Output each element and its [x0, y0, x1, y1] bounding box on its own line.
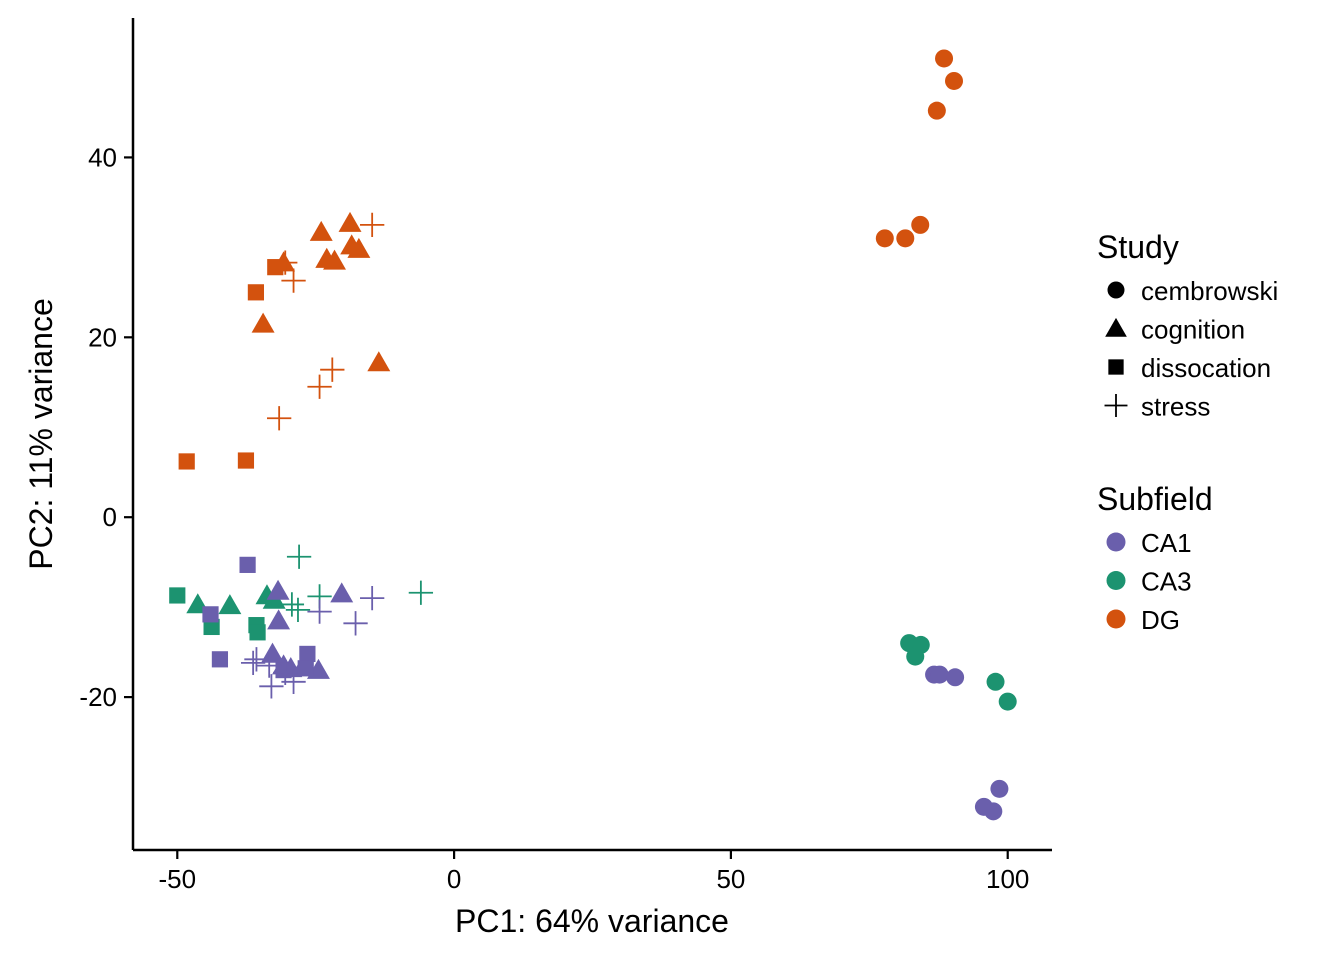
data-point-stress-dg [273, 250, 298, 275]
data-point-dissocation-ca1 [202, 606, 219, 623]
data-point-cembrowski-ca3 [906, 647, 925, 666]
data-point-cognition-dg [309, 220, 333, 241]
data-point-cembrowski-dg [935, 49, 954, 68]
data-point-stress-ca1 [240, 650, 266, 676]
data-point-cognition-ca1 [330, 582, 354, 603]
data-point-cembrowski-ca1 [984, 802, 1003, 821]
data-point-stress-ca3 [286, 544, 312, 569]
y-tick-label: 40 [88, 142, 117, 172]
data-point-stress-dg [267, 406, 292, 431]
y-axis-title: PC2: 11% variance [23, 298, 59, 570]
data-point-stress-ca1 [244, 647, 269, 672]
legend-key-dissocation [1108, 359, 1124, 375]
data-point-stress-ca3 [408, 580, 434, 605]
data-point-cembrowski-ca1 [946, 668, 965, 687]
legend-label-dg: DG [1141, 605, 1180, 635]
data-point-stress-dg [281, 268, 306, 293]
data-point-stress-ca1 [307, 599, 332, 624]
legend-label-ca3: CA3 [1141, 567, 1192, 597]
y-tick-label: 0 [103, 502, 117, 532]
data-point-stress-dg [307, 374, 332, 399]
data-point-dissocation-dg [247, 284, 265, 301]
data-point-dissocation-ca3 [249, 624, 266, 641]
legend-label-ca1: CA1 [1141, 528, 1192, 558]
data-point-cembrowski-dg [927, 101, 946, 120]
legend-label-cembrowski: cembrowski [1141, 276, 1278, 306]
x-tick-label: -50 [159, 864, 197, 894]
data-point-stress-dg [320, 357, 345, 382]
data-point-dissocation-dg [237, 452, 255, 469]
x-tick-label: 0 [447, 864, 461, 894]
data-point-cognition-ca1 [261, 642, 284, 663]
data-point-stress-ca1 [257, 653, 282, 678]
data-point-cembrowski-ca3 [998, 692, 1017, 711]
legend-color-title: Subfield [1097, 481, 1213, 517]
data-point-cognition-dg [367, 351, 391, 372]
data-point-cembrowski-ca3 [986, 672, 1005, 691]
legend: Study cembrowski cognition dissocation stre… [1097, 229, 1278, 635]
legend-key-ca1 [1106, 532, 1126, 552]
legend-key-stress [1104, 394, 1128, 417]
data-point-dissocation-ca3 [203, 618, 220, 636]
legend-label-stress: stress [1141, 392, 1210, 422]
legend-label-cognition: cognition [1141, 315, 1245, 345]
y-axis-ticks: -20 0 20 40 [79, 142, 133, 712]
data-point-stress-ca1 [343, 611, 368, 636]
data-point-dissocation-dg [267, 259, 284, 276]
x-axis-ticks: -50 0 50 100 [159, 850, 1029, 894]
data-point-dissocation-ca1 [299, 645, 316, 663]
x-tick-label: 50 [716, 864, 745, 894]
y-tick-label: 20 [88, 322, 117, 352]
data-point-cembrowski-dg [911, 215, 930, 234]
legend-shape-title: Study [1097, 229, 1179, 265]
legend-label-dissocation: dissocation [1141, 353, 1271, 383]
data-point-cognition-dg [251, 312, 275, 333]
data-point-stress-dg [360, 212, 385, 238]
data-point-cognition-dg [323, 249, 346, 270]
data-point-dissocation-ca3 [169, 587, 186, 604]
data-point-cembrowski-ca1 [990, 779, 1009, 798]
points-layer [169, 49, 1017, 821]
legend-shape-entries: cembrowski cognition dissocation stress [1104, 276, 1278, 422]
data-point-cognition-dg [338, 211, 362, 232]
data-point-dissocation-ca1 [211, 651, 229, 668]
legend-key-ca3 [1106, 571, 1126, 590]
data-point-dissocation-ca1 [297, 660, 314, 677]
data-point-stress-ca3 [279, 592, 305, 617]
data-point-stress-ca1 [259, 674, 284, 699]
data-point-stress-ca3 [285, 597, 311, 622]
data-point-stress-ca1 [360, 586, 385, 611]
legend-key-cembrowski [1107, 281, 1125, 299]
data-point-dissocation-ca1 [275, 662, 292, 679]
data-point-cognition-ca3 [218, 594, 242, 615]
data-point-cognition-ca1 [267, 609, 291, 630]
data-point-cembrowski-ca1 [930, 665, 949, 684]
y-tick-label: -20 [79, 682, 117, 712]
legend-key-dg [1106, 609, 1126, 629]
data-point-cognition-ca1 [266, 579, 290, 600]
data-point-cognition-dg [347, 237, 371, 258]
data-point-cembrowski-dg [896, 229, 915, 248]
data-point-dissocation-ca1 [239, 556, 256, 573]
data-point-cembrowski-dg [875, 229, 894, 248]
data-point-stress-ca1 [281, 669, 306, 694]
x-tick-label: 100 [986, 864, 1029, 894]
legend-color-entries: CA1 CA3 DG [1106, 528, 1192, 635]
data-point-dissocation-dg [178, 453, 195, 470]
data-point-cembrowski-dg [945, 71, 964, 90]
legend-key-cognition [1105, 317, 1127, 337]
x-axis-title: PC1: 64% variance [455, 903, 729, 939]
